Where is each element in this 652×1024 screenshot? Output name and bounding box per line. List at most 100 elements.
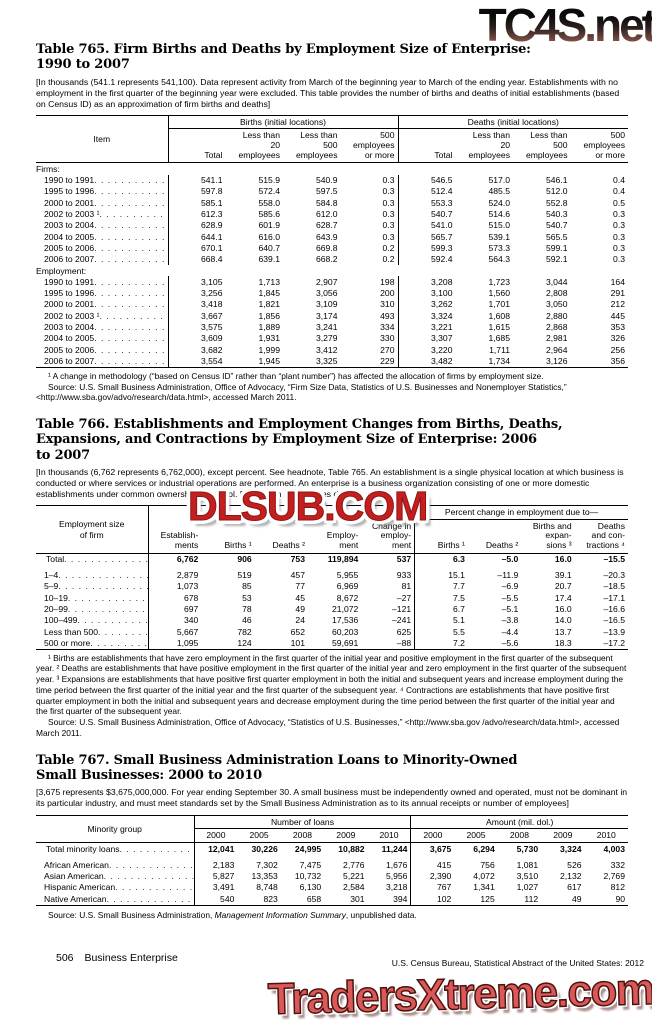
cell: 6,762 [147,553,202,565]
cell: 601.9 [258,220,280,231]
cell: 592.1 [545,254,568,265]
column-header: Deaths and con- tractions ⁴ [574,519,628,554]
cell: 10,732 [294,871,322,882]
cell: 541.0 [397,219,456,232]
cell: 2,981 [545,333,568,344]
column-header-year: 2000 [193,828,238,844]
dot-leader [64,554,147,564]
cell: 3,262 [397,298,456,311]
cell: 356 [610,356,625,367]
cell: 90 [615,893,625,904]
cell: 2,907 [315,276,338,287]
column-header-year: 2009 [541,828,585,844]
cell: –241 [392,615,412,626]
cell: 0.3 [613,231,625,242]
cell: 3,044 [545,276,568,287]
cell: 1,341 [473,882,495,893]
column-header: Less than 20 employees [455,128,513,164]
column-header: Births ¹ [414,519,468,554]
group-header-amount: Amount (mil. dol.) [410,815,628,829]
cell: 514.6 [488,208,510,219]
cell: 15.1 [414,564,468,581]
column-header: Births and expan- sions ³ [521,519,575,554]
column-header: Total [167,128,226,164]
cell: 310 [380,299,395,310]
dot-leader [58,581,147,591]
cell: 415 [410,854,455,871]
row-label: 1990 to 1991 [36,175,168,186]
cell: 669.8 [315,242,338,253]
dot-leader [68,593,148,603]
cell: 2,808 [545,288,568,299]
cell: 1,701 [488,299,510,310]
content: Table 765. Firm Births and Deaths by Emp… [36,0,628,920]
row-label: 20–99 [36,603,148,614]
cell: 3,050 [545,299,568,310]
cell: 537 [396,554,412,565]
cell: 658 [306,893,322,904]
cell: 1,734 [488,356,510,367]
row-label: 100–499 [36,615,148,626]
cell: 0.3 [382,186,395,197]
column-header-year: 2008 [280,828,325,844]
cell: 2,769 [603,871,625,882]
column-header: Total [397,128,456,164]
cell: 2,132 [560,871,582,882]
cell: 515.0 [488,220,510,231]
column-header: Less than 20 employees [225,128,283,164]
cell: 3,208 [397,276,456,288]
cell: –5.6 [501,637,519,648]
cell: 767 [410,881,455,894]
cell: 1,723 [488,276,510,287]
cell: 782 [237,626,252,637]
row-label: Hispanic American [36,882,194,893]
cell: 1,821 [258,299,280,310]
cell: 24 [295,615,305,626]
cell: 1,027 [516,882,539,893]
cell: 565.7 [397,231,456,243]
cell: 652 [290,626,305,637]
cell: 3,682 [167,344,226,356]
cell: 546.1 [545,175,568,186]
footnote: ¹ Births are establishments that have ze… [36,652,627,717]
column-header: Establish- ments [147,519,202,554]
source-note: Source: U.S. Small Business Administrati… [36,381,567,403]
cell: 101 [290,637,305,648]
cell: 3,221 [397,321,456,333]
cell: 643.9 [315,231,338,242]
cell: 0.4 [613,186,625,197]
column-header-year: 2010 [584,828,628,844]
cell: 1,081 [516,859,539,870]
table766-footnotes: ¹ Births are establishments that have ze… [36,653,628,739]
cell: 541.1 [167,174,226,186]
cell: 519 [237,569,252,580]
dot-leader [94,277,167,287]
dot-leader [94,345,167,355]
cell: 291 [610,288,625,299]
cell: 1,685 [488,333,510,344]
row-label: Less than 500 [36,626,148,637]
cell: 644.1 [167,231,226,243]
cell: 394 [393,893,408,904]
table-row: 2002 to 2003 ¹612.3585.6612.00.3540.7514… [36,208,628,220]
source-italic-title: Management Information Summary [214,909,346,920]
row-label: 2003 to 2004 [36,220,168,231]
group-header-blank [147,505,415,520]
cell: 565.5 [545,231,568,242]
cell: 256 [610,344,625,355]
dot-leader [94,198,167,208]
cell: –11.9 [497,569,519,580]
cell: –5.5 [501,592,519,603]
cell: 597.8 [167,185,226,198]
cell: 515.9 [258,175,280,186]
cell: 2,879 [147,564,202,581]
cell: 3,675 [410,842,455,855]
row-label: 2002 to 2003 ¹ [36,208,168,219]
cell: 625 [396,626,412,637]
cell: 445 [610,310,625,321]
dot-leader [94,186,167,196]
table-row: African American2,183 7,302 7,475 2,776 1,67… [36,854,628,871]
